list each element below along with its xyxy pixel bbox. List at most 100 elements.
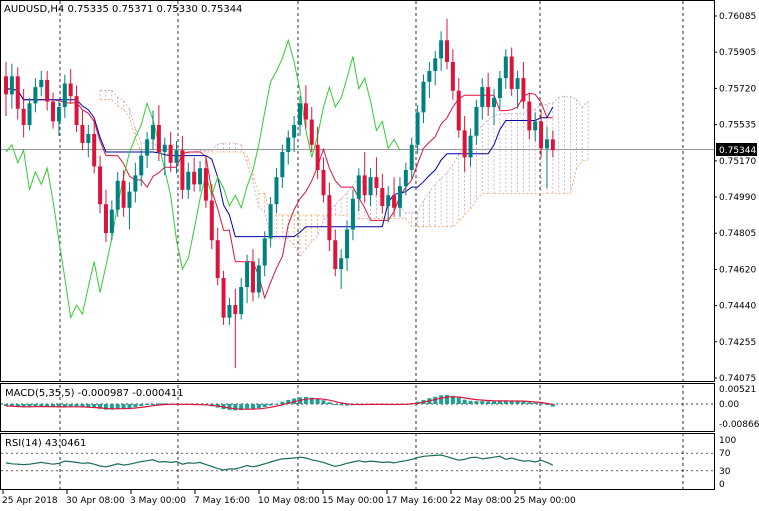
- bull-candle: [39, 79, 44, 88]
- senkou-span-a: [100, 89, 589, 258]
- bull-candle: [256, 265, 261, 293]
- macd-bar: [474, 401, 479, 404]
- macd-bar: [445, 395, 449, 404]
- macd-axis-label: -0.00866: [719, 420, 759, 430]
- macd-bar: [92, 404, 97, 409]
- bull-candle: [186, 171, 191, 190]
- macd-bar: [21, 404, 26, 408]
- bear-candle: [203, 168, 208, 201]
- macd-bar: [86, 404, 91, 408]
- rsi-axis-label: 70: [719, 449, 731, 459]
- macd-bar: [139, 404, 144, 407]
- bull-candle: [439, 40, 444, 59]
- bull-candle: [356, 175, 361, 199]
- bear-candle: [315, 144, 320, 170]
- bear-candle: [521, 78, 526, 102]
- bear-candle: [321, 169, 326, 196]
- macd-bar: [303, 397, 308, 404]
- bull-candle: [292, 124, 297, 138]
- bear-candle: [92, 133, 97, 167]
- macd-bar: [103, 404, 108, 410]
- macd-bar: [156, 403, 161, 405]
- current-price-marker: 0.75344: [716, 143, 757, 156]
- price-label: 0.74805: [719, 229, 756, 239]
- time-axis[interactable]: 25 Apr 2018 30 Apr 08:00 3 May 00:00 7 May …: [2, 490, 576, 506]
- rsi-axis-label: 0: [719, 480, 725, 490]
- price-label: 0.75535: [719, 121, 756, 131]
- macd-bar: [127, 404, 132, 409]
- price-axis[interactable]: 0.76085 0.75905 0.75720 0.75535 0.75170 0.749…: [714, 12, 759, 490]
- macd-bar: [239, 404, 244, 411]
- rsi-axis-label: 30: [719, 467, 731, 477]
- macd-bar: [539, 403, 544, 405]
- macd-bar: [262, 404, 267, 408]
- macd-bar: [227, 404, 232, 410]
- rsi-line: [5, 454, 554, 471]
- price-label: 0.76085: [719, 12, 756, 22]
- bear-candle: [450, 61, 455, 91]
- tenkan-sen-line: [6, 88, 553, 300]
- bear-candle: [539, 121, 544, 149]
- macd-bar: [121, 404, 126, 409]
- macd-bar: [492, 401, 497, 404]
- bull-candle: [409, 144, 414, 170]
- bear-candle: [486, 87, 491, 107]
- bull-candle: [245, 261, 250, 288]
- bull-candle: [115, 180, 120, 210]
- bull-candle: [474, 106, 479, 136]
- macd-bar: [115, 404, 120, 409]
- price-label: 0.75170: [719, 157, 756, 167]
- macd-bar: [15, 404, 20, 408]
- bull-candle: [397, 186, 402, 208]
- bear-candle: [156, 124, 161, 152]
- bull-candle: [239, 287, 244, 315]
- bear-candle: [15, 76, 20, 109]
- bear-candle: [309, 119, 314, 145]
- candles[interactable]: [4, 18, 555, 369]
- bull-candle: [544, 139, 549, 149]
- macd-bar: [4, 404, 8, 407]
- price-label: 0.74990: [719, 193, 756, 203]
- rsi-axis-label: 100: [719, 436, 736, 446]
- bull-candle: [497, 78, 502, 98]
- bear-candle: [180, 150, 185, 190]
- bear-candle: [68, 83, 73, 97]
- time-label: 15 May 00:00: [322, 496, 384, 506]
- bull-candle: [139, 155, 144, 176]
- bull-candle: [62, 83, 67, 107]
- bear-candle: [51, 101, 56, 122]
- bull-candle: [339, 258, 344, 270]
- bear-candle: [380, 187, 385, 207]
- macd-bar: [33, 404, 38, 407]
- macd-bar: [245, 404, 250, 410]
- main-pane-frame: [0, 0, 715, 382]
- macd-pane-frame: [0, 383, 715, 432]
- macd-bar: [274, 403, 279, 405]
- macd-bar: [286, 399, 291, 404]
- macd-axis-label: 0.00521: [719, 385, 756, 395]
- bull-candle: [133, 175, 138, 192]
- macd-bar: [327, 402, 332, 404]
- macd-bar: [462, 399, 467, 404]
- rsi-header: RSI(14) 43.0461: [5, 438, 86, 449]
- grid-lines: [1, 1, 714, 489]
- time-label: 25 Apr 2018: [2, 496, 58, 506]
- time-label: 10 May 08:00: [258, 496, 320, 506]
- kijun-sen-line: [6, 88, 554, 238]
- bull-candle: [162, 144, 167, 152]
- bull-candle: [468, 135, 473, 158]
- bear-candle: [121, 180, 126, 208]
- bull-candle: [503, 56, 508, 79]
- macd-bar: [233, 404, 238, 411]
- bull-candle: [286, 137, 291, 152]
- bear-candle: [221, 278, 226, 318]
- bull-candle: [421, 81, 426, 113]
- macd-indicator: [1, 395, 714, 411]
- macd-bar: [497, 401, 502, 404]
- macd-bar: [450, 395, 455, 404]
- bull-candle: [345, 229, 350, 259]
- macd-bar: [250, 404, 255, 409]
- macd-bar: [550, 404, 555, 407]
